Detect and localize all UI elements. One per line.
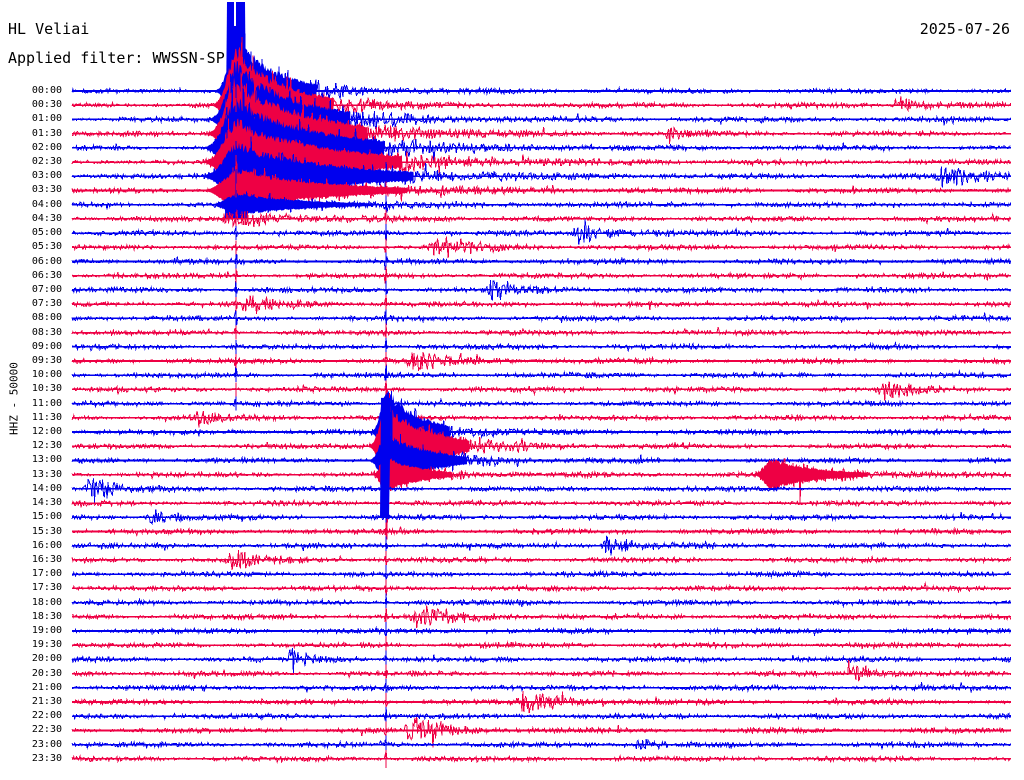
page-title: HL Veliai [8,20,90,38]
trace-row-21 [72,381,1012,401]
time-label-row-14: 07:00 [31,283,62,295]
event-body-row-8-0 [196,192,374,217]
time-label-row-25: 12:30 [31,440,62,452]
trace-row-22 [71,397,1012,409]
trace-row-23 [71,410,1012,428]
time-label-row-27: 13:30 [31,468,62,480]
time-label-row-2: 01:00 [31,113,62,125]
time-label-row-45: 22:30 [31,724,62,736]
trace-row-20 [71,361,1012,381]
trace-row-1 [71,37,1012,155]
trace-row-29 [71,498,1011,510]
time-label-row-1: 00:30 [31,99,62,111]
time-label-row-44: 22:00 [31,710,62,722]
time-label-row-42: 21:00 [31,681,62,693]
time-label-row-35: 17:30 [31,582,62,594]
time-label-row-22: 11:00 [31,397,62,409]
trace-row-36 [71,596,1012,609]
time-label-row-4: 02:00 [31,141,62,153]
trace-row-8 [71,182,1012,221]
time-label-row-8: 04:00 [31,198,62,210]
time-label-row-9: 04:30 [31,212,62,224]
trace-row-38 [71,625,1012,639]
time-label-row-3: 01:30 [31,127,62,139]
time-label-row-39: 19:30 [31,639,62,651]
trace-row-34 [71,569,1011,581]
trace-row-18 [72,338,1011,353]
time-label-row-26: 13:00 [31,454,62,466]
time-label-row-41: 20:30 [31,667,62,679]
trace-row-25 [71,392,1012,492]
time-label-row-17: 08:30 [31,326,62,338]
time-label-row-30: 15:00 [31,511,62,523]
trace-row-31 [71,523,1012,537]
trace-row-17 [71,326,1012,338]
time-label-row-12: 06:00 [31,255,62,267]
time-label-row-21: 10:30 [31,383,62,395]
trace-row-28 [71,478,1011,503]
time-label-row-24: 12:00 [31,426,62,438]
clipped-onset-notch [234,0,236,26]
time-label-row-19: 09:30 [31,354,62,366]
trace-row-10 [71,219,1011,245]
time-label-row-40: 20:00 [31,653,62,665]
time-label-row-34: 17:00 [31,568,62,580]
time-label-row-47: 23:30 [31,752,62,764]
time-label-row-33: 16:30 [31,553,62,565]
time-label-row-46: 23:00 [31,738,62,750]
trace-row-47 [71,751,1011,765]
time-label-row-6: 03:00 [31,170,62,182]
time-label-row-0: 00:00 [31,85,62,96]
time-label-row-15: 07:30 [31,298,62,310]
trace-row-27 [71,458,1011,540]
time-label-row-11: 05:30 [31,241,62,253]
trace-row-40 [71,648,1012,674]
time-label-row-5: 02:30 [31,156,62,168]
time-label-row-43: 21:30 [31,696,62,708]
date-label: 2025-07-26 [919,20,1010,38]
time-label-row-20: 10:00 [31,369,62,381]
time-label-row-7: 03:30 [31,184,62,196]
time-label-row-18: 09:00 [31,340,62,352]
trace-row-41 [71,659,1012,682]
time-label-row-32: 16:00 [31,539,62,551]
local-event-column [380,397,391,518]
time-label-row-36: 18:00 [31,596,62,608]
applied-filter-label: Applied filter: WWSSN-SP [8,49,225,67]
time-label-row-16: 08:00 [31,312,62,324]
trace-row-24 [71,398,1012,474]
time-label-row-10: 05:00 [31,227,62,239]
trace-row-35 [71,581,1012,597]
time-label-row-23: 11:30 [31,411,62,423]
time-label-row-29: 14:30 [31,497,62,509]
time-label-row-38: 19:00 [31,624,62,636]
time-label-row-13: 06:30 [31,269,62,281]
time-label-row-28: 14:00 [31,482,62,494]
time-label-row-31: 15:30 [31,525,62,537]
event-body-row-27-1 [745,459,868,491]
time-label-row-37: 18:30 [31,610,62,622]
trace-row-44 [71,707,1012,721]
